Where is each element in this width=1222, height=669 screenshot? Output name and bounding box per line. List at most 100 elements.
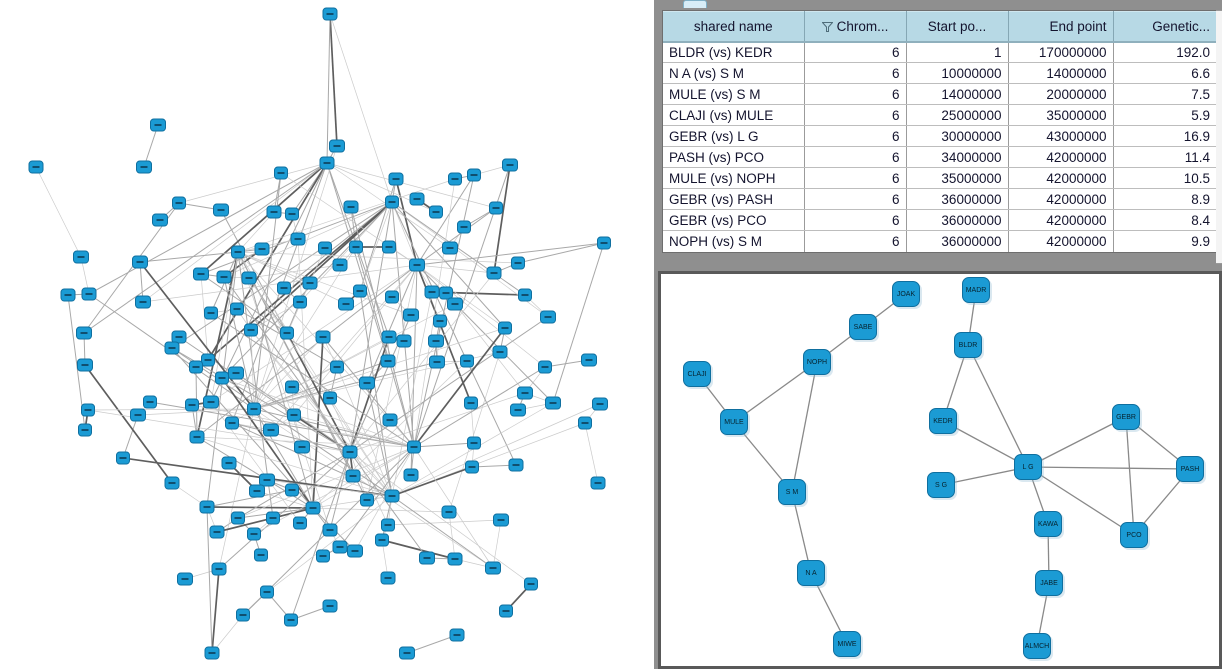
network-node[interactable] — [204, 646, 220, 660]
network-node[interactable] — [381, 518, 395, 532]
table-cell[interactable]: 6 — [804, 41, 907, 63]
network-node[interactable] — [204, 306, 218, 320]
network-node[interactable] — [244, 323, 258, 337]
network-node[interactable] — [578, 416, 592, 430]
network-node[interactable] — [193, 267, 209, 281]
table-row[interactable]: BLDR (vs) KEDR 6 1 170000000 192.0 — [663, 41, 1216, 63]
network-node[interactable] — [448, 172, 462, 186]
network-node[interactable] — [349, 240, 363, 254]
network-node[interactable] — [81, 403, 95, 417]
network-node[interactable] — [385, 195, 399, 209]
table-cell[interactable]: 6 — [804, 125, 907, 147]
network-node[interactable] — [319, 156, 335, 170]
network-node[interactable] — [277, 281, 291, 295]
table-cell[interactable]: CLAJI (vs) MULE — [663, 104, 805, 126]
network-node[interactable] — [486, 266, 502, 280]
network-node[interactable] — [467, 436, 481, 450]
network-node[interactable] — [388, 172, 404, 186]
vertical-scrollbar[interactable] — [1216, 10, 1222, 264]
network-node[interactable] — [28, 160, 44, 174]
table-cell[interactable]: GEBR (vs) PASH — [663, 188, 805, 210]
network-node[interactable] — [382, 413, 398, 427]
table-cell[interactable]: 5.9 — [1113, 104, 1216, 126]
network-node[interactable] — [316, 549, 330, 563]
network-node[interactable] — [597, 236, 611, 250]
network-node[interactable] — [332, 258, 348, 272]
network-node[interactable] — [447, 297, 463, 311]
network-node[interactable] — [502, 158, 518, 172]
network-node[interactable] — [538, 360, 552, 374]
table-cell[interactable]: 43000000 — [1008, 125, 1114, 147]
table-cell[interactable]: 6 — [804, 104, 907, 126]
table-cell[interactable]: 6 — [804, 209, 907, 231]
network-node[interactable] — [592, 397, 608, 411]
overview-network-canvas[interactable] — [0, 0, 656, 669]
network-node[interactable] — [201, 353, 215, 367]
network-node[interactable] — [347, 544, 363, 558]
network-node[interactable] — [185, 398, 199, 412]
network-node[interactable] — [152, 213, 168, 227]
table-cell[interactable]: 6 — [804, 230, 907, 252]
network-node[interactable] — [409, 258, 425, 272]
network-node[interactable] — [260, 585, 274, 599]
network-node[interactable] — [409, 192, 425, 206]
network-node[interactable] — [216, 270, 232, 284]
network-node[interactable] — [215, 371, 229, 385]
table-cell[interactable]: 30000000 — [906, 125, 1009, 147]
network-node[interactable] — [77, 358, 93, 372]
table-cell[interactable]: 11.4 — [1113, 146, 1216, 168]
network-node[interactable] — [385, 290, 399, 304]
network-node[interactable] — [508, 458, 524, 472]
network-node[interactable] — [342, 445, 358, 459]
network-node-kedr[interactable]: KEDR — [929, 408, 957, 434]
network-node[interactable] — [380, 571, 396, 585]
network-node[interactable] — [433, 314, 447, 328]
table-cell[interactable]: MULE (vs) NOPH — [663, 167, 805, 189]
network-node[interactable] — [382, 240, 396, 254]
network-node-kawa[interactable]: KAWA — [1034, 511, 1062, 537]
network-node[interactable] — [499, 604, 513, 618]
network-node[interactable] — [424, 285, 440, 299]
network-node[interactable] — [439, 286, 453, 300]
column-header-4[interactable]: Genetic... — [1113, 11, 1216, 43]
network-node[interactable] — [465, 460, 479, 474]
network-node[interactable] — [399, 646, 415, 660]
network-node-noph[interactable]: NOPH — [803, 349, 831, 375]
network-node[interactable] — [492, 345, 508, 359]
table-cell[interactable]: 34000000 — [906, 146, 1009, 168]
network-node[interactable] — [209, 525, 225, 539]
table-cell[interactable]: 170000000 — [1008, 41, 1114, 63]
network-node[interactable] — [81, 287, 97, 301]
network-node[interactable] — [171, 330, 187, 344]
column-header-2[interactable]: Start po... — [906, 11, 1009, 43]
network-node[interactable] — [403, 308, 419, 322]
network-node[interactable] — [266, 205, 282, 219]
table-cell[interactable]: 14000000 — [1008, 62, 1114, 84]
network-node[interactable] — [164, 476, 180, 490]
table-row[interactable]: MULE (vs) S M 6 14000000 20000000 7.5 — [663, 83, 1216, 105]
table-cell[interactable]: 6 — [804, 62, 907, 84]
network-node[interactable] — [135, 295, 151, 309]
table-row[interactable]: PASH (vs) PCO 6 34000000 42000000 11.4 — [663, 146, 1216, 168]
network-node[interactable] — [464, 396, 478, 410]
network-node[interactable] — [332, 540, 348, 554]
network-node[interactable] — [150, 118, 166, 132]
table-cell[interactable]: 8.9 — [1113, 188, 1216, 210]
network-node[interactable] — [457, 220, 471, 234]
network-node[interactable] — [73, 250, 89, 264]
network-node-bldr[interactable]: BLDR — [954, 332, 982, 358]
column-header-0[interactable]: shared name — [663, 11, 805, 43]
table-row[interactable]: GEBR (vs) PASH 6 36000000 42000000 8.9 — [663, 188, 1216, 210]
column-header-3[interactable]: End point — [1008, 11, 1114, 43]
network-node[interactable] — [287, 408, 301, 422]
table-cell[interactable]: 10.5 — [1113, 167, 1216, 189]
table-row[interactable]: N A (vs) S M 6 10000000 14000000 6.6 — [663, 62, 1216, 84]
table-cell[interactable]: 7.5 — [1113, 83, 1216, 105]
network-node[interactable] — [284, 613, 298, 627]
network-node[interactable] — [236, 608, 250, 622]
network-node[interactable] — [343, 200, 359, 214]
network-node[interactable] — [203, 395, 219, 409]
network-node[interactable] — [419, 551, 435, 565]
column-header-1[interactable]: Chrom... — [804, 11, 907, 43]
table-cell[interactable]: GEBR (vs) PCO — [663, 209, 805, 231]
